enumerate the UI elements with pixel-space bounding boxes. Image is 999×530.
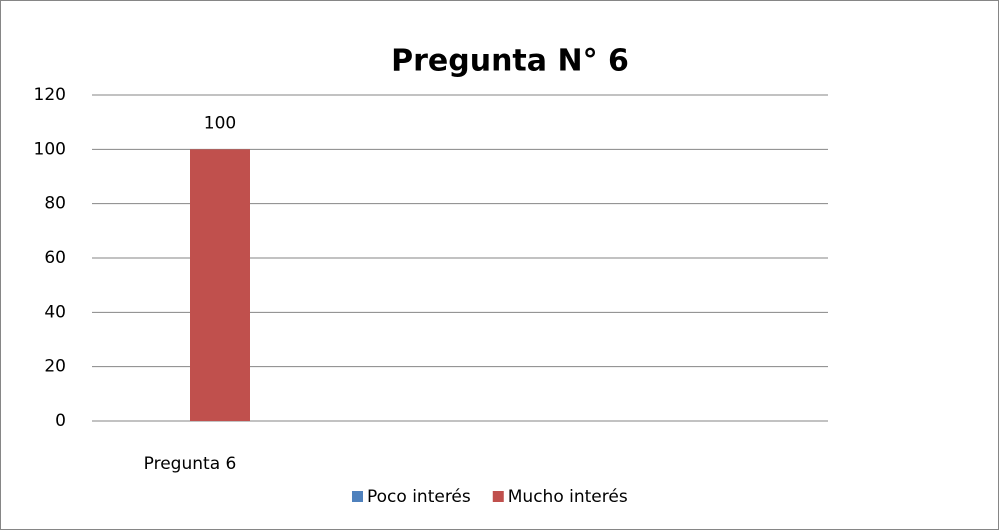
- legend-label: Poco interés: [367, 487, 471, 507]
- chart-title: Pregunta N° 6: [391, 44, 629, 79]
- y-tick-label: 0: [55, 411, 66, 431]
- y-tick-label: 120: [34, 85, 66, 105]
- y-tick-label: 100: [34, 139, 66, 159]
- x-tick-label: Pregunta 6: [144, 454, 237, 474]
- bar: [190, 149, 250, 422]
- legend-swatch: [492, 491, 504, 502]
- legend-label: Mucho interés: [508, 487, 628, 507]
- data-label: 100: [204, 113, 236, 133]
- legend-swatch: [352, 491, 363, 502]
- y-tick-label: 60: [44, 248, 66, 268]
- y-tick-label: 40: [44, 302, 66, 322]
- y-tick-label: 80: [44, 194, 66, 214]
- y-tick-label: 20: [44, 357, 66, 377]
